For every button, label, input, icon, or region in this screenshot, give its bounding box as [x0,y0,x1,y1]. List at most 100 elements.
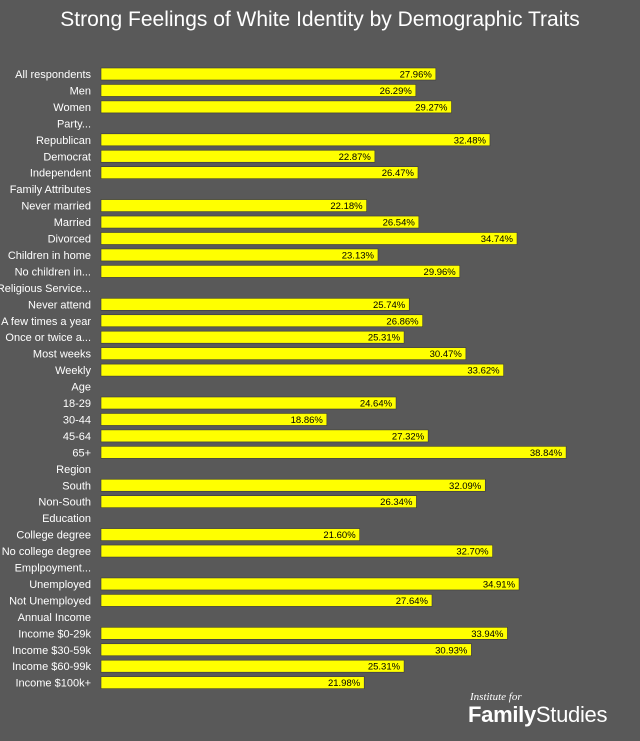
bar [100,643,472,657]
data-label: 26.86% [386,316,419,327]
bar [100,133,491,147]
category-label: Unemployed [29,579,91,591]
data-label: 22.87% [339,152,372,163]
category-label: Region [56,464,91,476]
bar [100,396,397,410]
data-label: 29.27% [415,102,448,113]
data-label: 27.32% [392,431,425,442]
category-label: Income $0-29k [18,628,91,640]
category-label: 30-44 [63,414,91,426]
category-label: Annual Income [18,612,91,624]
data-label: 25.31% [368,333,401,344]
bar [100,676,365,689]
bar [100,215,420,229]
category-label: Women [53,102,91,114]
category-label: Religious Service... [0,283,91,295]
data-label: 24.64% [360,399,393,410]
bar [100,577,520,591]
data-label: 25.74% [373,300,406,311]
data-label: 33.94% [471,629,504,640]
data-label: 29.96% [424,267,457,278]
category-label: All respondents [15,69,91,81]
category-label: Children in home [8,250,91,262]
bar [100,363,504,377]
category-label: South [62,480,91,492]
category-label: Divorced [48,234,91,246]
category-label: Weekly [55,365,91,377]
logo-studies-text: Studies [535,702,608,727]
bar [100,248,379,262]
logo-top-text: Institute for [470,691,522,703]
data-label: 26.34% [380,497,413,508]
category-label: Republican [36,135,91,147]
category-label: Once or twice a... [5,332,91,344]
bar [100,100,452,114]
data-label: 30.93% [435,645,468,656]
category-label: Income $100k+ [15,678,91,690]
category-label: College degree [16,530,91,542]
data-label: 21.60% [323,530,356,541]
category-label: 18-29 [63,398,91,410]
data-label: 26.29% [380,86,413,97]
bar [100,659,405,673]
bar [100,429,429,443]
category-label: Never attend [28,299,91,311]
category-label: 65+ [72,447,91,459]
bar [100,166,419,179]
data-label: 33.62% [467,366,500,377]
category-label: Married [54,217,91,229]
bar [100,347,467,360]
bar [100,626,508,640]
data-label: 38.84% [530,448,563,459]
category-label: Democrat [43,151,91,163]
category-label: No college degree [2,546,91,558]
category-label: Men [70,85,91,97]
data-label: 26.47% [382,168,415,179]
category-label: Party... [57,118,91,130]
category-label: Independent [30,168,91,180]
logo-bottom-text: FamilyStudies [468,703,607,727]
bar [100,199,367,212]
data-label: 27.64% [396,596,429,607]
category-label: Education [42,513,91,525]
bar [100,413,328,426]
data-label: 23.13% [342,250,375,261]
data-label: 22.18% [330,201,363,212]
bar [100,84,417,97]
category-label: Income $60-99k [12,661,91,673]
bar [100,446,567,459]
category-label: Age [71,382,91,394]
bar [100,314,423,328]
category-label: 45-64 [63,431,91,443]
category-label: Non-South [38,497,91,509]
bar [100,528,360,541]
data-label: 27.96% [400,70,433,81]
category-label: Never married [21,201,91,213]
category-label: A few times a year [1,316,91,328]
bar [100,297,410,311]
category-label: Family Attributes [10,184,92,196]
data-label: 25.31% [368,662,401,673]
logo-family-text: Family [468,702,536,727]
bar [100,330,405,344]
data-label: 32.48% [454,135,487,146]
institute-logo: Institute for FamilyStudies [468,692,607,727]
bar [100,594,433,607]
chart-title: Strong Feelings of White Identity by Dem… [60,8,580,31]
bar [100,544,493,558]
category-label: No children in... [15,266,91,278]
data-label: 34.91% [483,579,516,590]
bar [100,495,417,509]
bar [100,67,437,81]
bar [100,149,376,163]
category-label: Not Unemployed [9,595,91,607]
data-label: 34.74% [481,234,514,245]
data-label: 18.86% [291,415,324,426]
category-label: Most weeks [33,349,92,361]
data-label: 21.98% [328,678,361,689]
data-label: 32.70% [456,547,489,558]
data-label: 26.54% [383,218,416,229]
data-label: 32.09% [449,481,482,492]
bar [100,478,486,492]
